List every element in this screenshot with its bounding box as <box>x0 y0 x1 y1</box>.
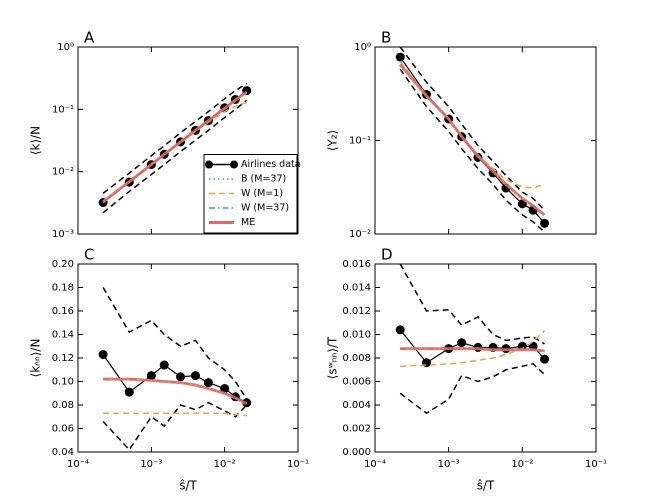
y-tick-label: 0.20 <box>52 259 74 270</box>
y-tick-label: 0.012 <box>342 306 371 317</box>
series-line <box>399 63 546 217</box>
x-axis-label: ŝ/T <box>179 479 197 493</box>
y-tick-label: 10⁻¹ <box>52 104 74 115</box>
y-tick-label: 10⁻³ <box>52 229 74 240</box>
y-tick-label: 0.06 <box>52 424 74 435</box>
y-tick-label: 0.002 <box>342 424 371 435</box>
x-tick-label: 10⁻² <box>511 459 533 470</box>
y-tick-label: 0.000 <box>342 447 371 458</box>
axes-frame <box>374 46 597 235</box>
series-line <box>102 99 248 214</box>
series-line <box>102 90 248 203</box>
x-tick-label: 10⁻⁴ <box>67 459 89 470</box>
series-line <box>399 329 545 364</box>
x-tick-label: 10⁻¹ <box>585 459 607 470</box>
series-line <box>103 412 247 417</box>
data-point <box>176 372 186 382</box>
series-line <box>399 264 545 345</box>
panel-title: D <box>381 246 393 264</box>
plot-area <box>98 287 252 451</box>
axes-frame <box>77 46 299 235</box>
series-line <box>102 354 248 404</box>
panel: D 10⁻⁴ 10⁻³ 10⁻² 10⁻¹ 0.000 0.002 0.004 0.006 0.0… <box>326 246 608 493</box>
data-point <box>395 325 405 335</box>
y-tick-label: 0.18 <box>52 283 74 294</box>
y-tick-label: 0.006 <box>342 377 371 388</box>
y-tick-label: 10⁰ <box>57 42 74 53</box>
y-tick-label: 10⁻² <box>349 229 371 240</box>
legend-label: Airlines data <box>241 159 301 170</box>
series-line <box>399 61 545 189</box>
data-point <box>540 354 550 364</box>
y-tick-label: 0.10 <box>52 377 74 388</box>
series-line <box>102 82 248 194</box>
y-tick-label: 10⁰ <box>354 42 371 53</box>
y-axis-label: ⟨sʷₙₙ⟩/T <box>326 336 340 379</box>
data-point <box>98 349 108 359</box>
panel: C 10⁻⁴ 10⁻³ 10⁻² 10⁻¹ 0.04 0.06 0.08 0.10 0.12 0.1… <box>29 246 310 493</box>
series-line <box>400 330 546 367</box>
data-point <box>220 384 230 394</box>
legend-label: B (M=37) <box>241 174 286 185</box>
y-tick-label: 0.008 <box>342 353 371 364</box>
y-tick-label: 10⁻¹ <box>349 136 371 147</box>
y-tick-label: 0.04 <box>52 447 74 458</box>
y-axis-label: ⟨kₙₙ⟩/N <box>29 339 43 378</box>
legend-marker <box>230 160 238 169</box>
plot-area <box>98 82 252 214</box>
x-axis-label: ŝ/T <box>477 479 495 493</box>
plot-area <box>395 264 550 415</box>
axes-frame <box>77 263 299 453</box>
y-tick-label: 0.016 <box>342 259 371 270</box>
x-tick-label: 10⁻³ <box>438 459 460 470</box>
panel-title: A <box>84 29 95 47</box>
legend-label: W (M=37) <box>241 203 289 214</box>
y-tick-label: 0.12 <box>52 353 74 364</box>
x-tick-label: 10⁻⁴ <box>364 459 386 470</box>
x-tick-label: 10⁻³ <box>140 459 162 470</box>
y-tick-label: 0.14 <box>52 330 74 341</box>
y-axis-label: ⟨Y₂⟩ <box>326 130 340 152</box>
y-tick-label: 10⁻² <box>52 167 74 178</box>
data-point <box>146 371 156 381</box>
y-tick-label: 0.16 <box>52 306 74 317</box>
series-line <box>399 47 546 211</box>
x-tick-label: 10⁻² <box>214 459 236 470</box>
y-tick-label: 0.014 <box>342 283 371 294</box>
series-line <box>103 377 248 406</box>
axes-frame <box>374 263 597 453</box>
data-point <box>457 338 467 348</box>
x-tick-label: 10⁻¹ <box>287 459 309 470</box>
series-line <box>102 287 248 400</box>
panel: B 10⁻² 10⁻¹ 10⁰ ⟨Y₂⟩ <box>326 29 597 240</box>
panel: A 10⁻³ 10⁻² 10⁻¹ 10⁰ ⟨k⟩/N Airlines data B (M=3… <box>29 29 301 241</box>
data-point <box>159 360 169 370</box>
panel-title: B <box>381 29 391 47</box>
series-line <box>400 347 545 353</box>
legend-label: ME <box>241 217 255 228</box>
legend-marker <box>205 160 213 169</box>
y-tick-label: 0.010 <box>342 330 371 341</box>
plot-area <box>395 47 550 233</box>
series-line <box>399 68 546 233</box>
data-point <box>395 52 405 62</box>
data-point <box>190 371 200 381</box>
y-tick-label: 0.08 <box>52 400 74 411</box>
series-line <box>102 401 248 451</box>
y-tick-label: 0.004 <box>342 400 371 411</box>
data-point <box>124 387 134 397</box>
panel-title: C <box>84 246 94 264</box>
legend-label: W (M=1) <box>241 188 283 199</box>
y-axis-label: ⟨k⟩/N <box>29 126 43 155</box>
data-point <box>203 378 213 388</box>
data-point <box>540 218 550 228</box>
series-line <box>399 363 546 415</box>
